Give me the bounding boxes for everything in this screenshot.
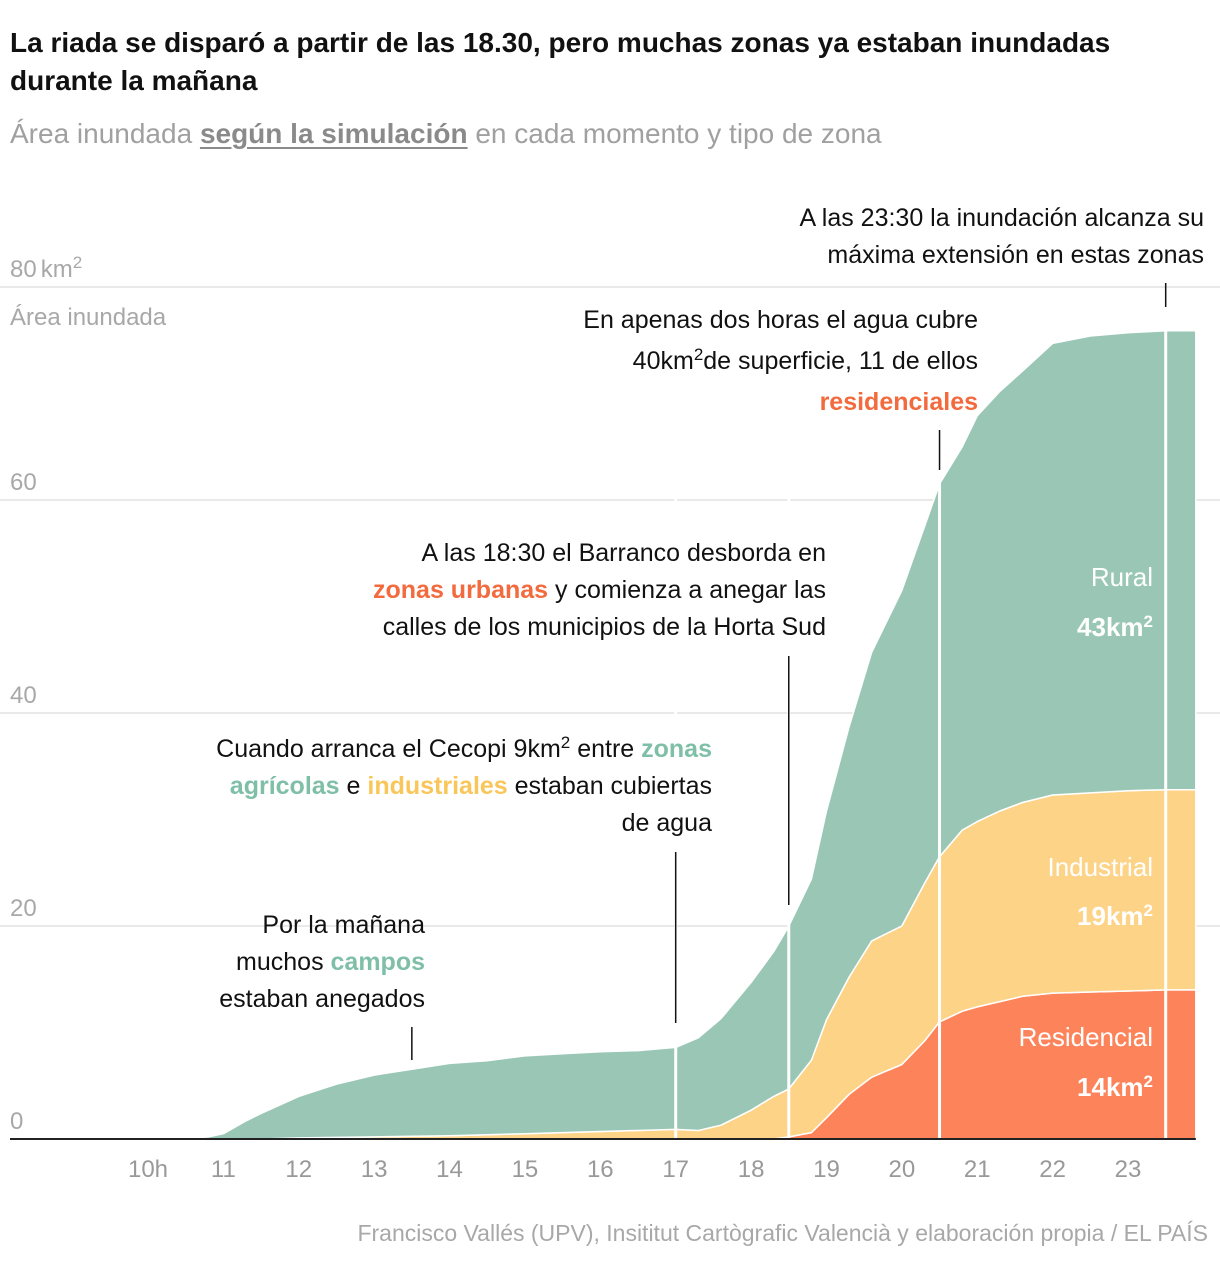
annotation-text: entre [570, 735, 641, 763]
annotation-text: 40km [633, 347, 694, 375]
annotation-line: residenciales [820, 388, 978, 416]
x-axis: 10h 11 12 13 14 15 16 17 18 19 20 21 22 23 [128, 1156, 1141, 1183]
annotation-peak: A las 23:30 la inundación alcanza su máxi… [800, 204, 1204, 307]
series-label-residencial: Residencial [1019, 1022, 1153, 1052]
x-tick-label: 10h [128, 1156, 168, 1183]
x-tick-label: 18 [738, 1156, 765, 1183]
highlight-green: agrícolas [230, 772, 340, 800]
x-tick-label: 12 [285, 1156, 312, 1183]
series-label-rural: Rural [1091, 562, 1153, 592]
annotation-text: calles de los municipios de la Horta Sud [383, 613, 826, 641]
x-tick-label: 19 [813, 1156, 840, 1183]
x-tick-label: 14 [436, 1156, 463, 1183]
y-tick-value: 80 [10, 256, 37, 283]
annotation-text: A las 18:30 el Barranco desborda en [422, 539, 826, 567]
y-tick-label: 40 [10, 682, 37, 709]
series-value-sup: 2 [1144, 612, 1153, 631]
annotation-line: máxima extensión en estas zonas [827, 241, 1204, 269]
chart-subtitle: Área inundada según la simulación en cad… [10, 116, 882, 152]
annotation-text: muchos [236, 948, 330, 976]
annotations: Por la mañana muchos campos estaban anegad… [216, 204, 1204, 1060]
annotation-line: A las 23:30 la inundación alcanza su [800, 204, 1204, 232]
subtitle-text-before: Área inundada [10, 118, 200, 149]
series-value-sup: 2 [1144, 901, 1153, 920]
annotation-text: máxima extensión en estas zonas [827, 241, 1204, 269]
series-value-text: 14km [1077, 1072, 1144, 1102]
annotation-text: En apenas dos horas el agua cubre [583, 306, 978, 334]
series-value-industrial: 19km2 [1077, 901, 1153, 932]
series-value-rural: 43km2 [1077, 612, 1153, 643]
superscript: 2 [561, 733, 570, 752]
annotation-cecopi: Cuando arranca el Cecopi 9km2 entre zona… [216, 733, 712, 1023]
series-labels: Rural43km2Industrial19km2Residencial14km… [1019, 562, 1153, 1102]
annotation-line: de agua [622, 809, 712, 837]
annotation-text: estaban cubiertas [508, 772, 712, 800]
annotation-text: A las 23:30 la inundación alcanza su [800, 204, 1204, 232]
subtitle-text-after: en cada momento y tipo de zona [467, 118, 882, 149]
x-tick-label: 23 [1115, 1156, 1142, 1183]
highlight-orange: residenciales [820, 388, 978, 416]
superscript: 2 [694, 345, 703, 364]
annotation-text: de superficie, 11 de ellos [703, 347, 978, 375]
x-tick-label: 20 [888, 1156, 915, 1183]
annotation-line: Cuando arranca el Cecopi 9km2 entre zona… [216, 733, 712, 764]
annotation-text: de agua [622, 809, 712, 837]
series-label-industrial: Industrial [1048, 852, 1154, 882]
highlight-yellow: industriales [367, 772, 507, 800]
y-tick-label: 20 [10, 895, 37, 922]
annotation-line: Por la mañana [262, 911, 425, 939]
annotation-barranco: A las 18:30 el Barranco desborda en zonas… [373, 539, 826, 905]
y-tick-label: 0 [10, 1108, 23, 1135]
annotation-line: muchos campos [236, 948, 425, 976]
x-tick-label: 22 [1039, 1156, 1066, 1183]
annotation-text: estaban anegados [219, 985, 425, 1013]
y-unit: km [41, 256, 73, 283]
y-axis-label: Área inundada [10, 304, 167, 331]
area-rural [86, 329, 1197, 1140]
x-tick-label: 16 [587, 1156, 614, 1183]
annotation-line: agrícolas e industriales estaban cubiert… [230, 772, 712, 800]
x-tick-label: 15 [512, 1156, 539, 1183]
annotation-line: 40km2de superficie, 11 de ellos [633, 345, 978, 376]
source-credit: Francisco Vallés (UPV), Insititut Cartòg… [357, 1220, 1208, 1246]
annotation-text: Por la mañana [262, 911, 425, 939]
series-value-text: 19km [1077, 901, 1144, 931]
x-tick-label: 21 [964, 1156, 991, 1183]
y-unit-sup: 2 [73, 253, 82, 272]
highlight-green: zonas [641, 735, 712, 763]
y-axis: 0 20 40 60 80 km2 Área inundada [10, 253, 167, 1136]
series-value-residencial: 14km2 [1077, 1072, 1153, 1103]
x-tick-label: 11 [211, 1156, 236, 1183]
annotation-morning: Por la mañana muchos campos estaban anegad… [219, 911, 425, 1060]
annotation-text: y comienza a anegar las [548, 576, 826, 604]
simulation-link[interactable]: según la simulación [199, 118, 468, 149]
annotation-line: estaban anegados [219, 985, 425, 1013]
x-tick-label: 17 [662, 1156, 689, 1183]
annotation-twohours: En apenas dos horas el agua cubre 40km2de… [583, 306, 981, 470]
y-tick-label: 80 km2 [10, 253, 82, 284]
annotation-text: Cuando arranca el Cecopi 9km [216, 735, 561, 763]
annotation-line: A las 18:30 el Barranco desborda en [422, 539, 826, 567]
series-value-text: 43km [1077, 612, 1144, 642]
series-value-sup: 2 [1144, 1072, 1153, 1091]
annotation-line: En apenas dos horas el agua cubre [583, 306, 978, 334]
y-tick-label: 60 [10, 469, 37, 496]
x-tick-label: 13 [361, 1156, 388, 1183]
highlight-green: campos [331, 948, 425, 976]
highlight-orange: zonas urbanas [373, 576, 548, 604]
annotation-line: calles de los municipios de la Horta Sud [383, 613, 826, 641]
annotation-line: zonas urbanas y comienza a anegar las [373, 576, 826, 604]
annotation-text: e [340, 772, 368, 800]
chart-title: La riada se disparó a partir de las 18.3… [10, 27, 1111, 96]
